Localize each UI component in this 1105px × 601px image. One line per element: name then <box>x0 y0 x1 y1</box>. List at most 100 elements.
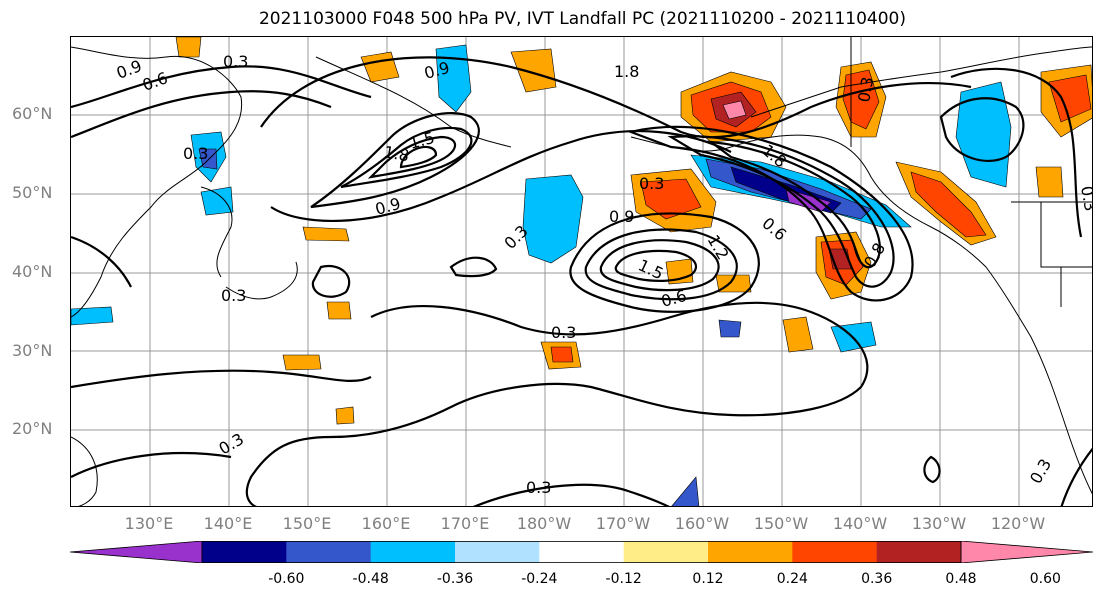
colorbar-tick-label: 0.60 <box>1029 571 1061 587</box>
pv-contour-line <box>449 256 498 278</box>
positive-anomaly-region <box>782 316 814 353</box>
pv-contour-line <box>707 140 881 269</box>
positive-anomaly-region <box>722 100 747 120</box>
pv-contour-line <box>950 67 1083 238</box>
pv-contour-line <box>627 125 914 302</box>
positive-anomaly-region <box>910 171 987 238</box>
contour-label: 0.9 <box>609 207 634 226</box>
pv-contour-line <box>614 249 698 282</box>
lon-label: 160°W <box>674 514 730 533</box>
map-canvas: 0.9 0.6 0.3 0.9 1.8 0.3 1.8 1.5 0.9 0.3 … <box>71 37 1093 506</box>
colorbar-tick-label: 0.48 <box>945 571 977 587</box>
negative-anomaly-region <box>200 186 234 216</box>
contour-label: 0.3 <box>854 75 877 103</box>
colorbar-tick-label: -0.12 <box>605 571 642 587</box>
colorbar-segment <box>455 541 540 563</box>
pv-contour-line <box>473 483 670 506</box>
contour-label: 0.9 <box>373 194 403 219</box>
positive-anomaly-region <box>282 354 322 371</box>
negative-anomaly-region <box>718 319 742 338</box>
pv-contour-line <box>71 65 372 109</box>
colorbar-border <box>201 541 962 563</box>
positive-anomaly-region <box>302 226 350 242</box>
contour-label: 0.6 <box>140 68 170 95</box>
colorbar-tick-label: -0.24 <box>521 571 558 587</box>
pv-contour-line <box>71 369 372 389</box>
negative-anomaly-region <box>522 174 584 264</box>
lon-label: 150°E <box>282 514 332 533</box>
pv-contour-line <box>399 145 438 169</box>
lon-label: 160°E <box>361 514 411 533</box>
pv-contour-line <box>667 135 895 288</box>
colorbar-segments <box>70 541 1093 563</box>
colorbar-segment <box>623 541 709 563</box>
lon-label: 140°W <box>832 514 888 533</box>
colorbar-tick-label: -0.60 <box>268 571 305 587</box>
contour-label: 1.8 <box>614 62 639 81</box>
negative-anomaly-region <box>671 476 700 506</box>
pv-contours <box>71 56 1092 506</box>
positive-anomaly-region <box>1035 166 1064 198</box>
contour-label: 0.3 <box>551 323 576 342</box>
pv-contour-line <box>584 228 738 301</box>
contour-label: 0.3 <box>223 52 248 71</box>
contour-label: 0.6 <box>758 214 790 245</box>
lon-label: 150°W <box>753 514 809 533</box>
pv-contour-line <box>71 90 332 139</box>
lon-label: 170°W <box>595 514 651 533</box>
positive-anomaly-region <box>335 406 355 425</box>
contour-label: 0.3 <box>1077 184 1093 212</box>
colorbar-segment <box>708 541 793 563</box>
negative-anomaly-region <box>435 44 472 113</box>
lon-label: 140°E <box>203 514 253 533</box>
pv-contour-line <box>270 129 732 223</box>
colorbar-tick-label: -0.36 <box>436 571 474 587</box>
positive-anomaly-region <box>510 48 557 93</box>
pv-contour-line <box>71 235 132 288</box>
positive-anomaly-region <box>550 346 574 363</box>
pv-contour-line <box>310 112 480 209</box>
colorbar-segment <box>286 541 372 563</box>
colorbar-segment <box>792 541 878 563</box>
positive-anomaly-region <box>360 51 400 83</box>
map-title: 2021103000 F048 500 hPa PV, IVT Landfall… <box>258 9 906 29</box>
lon-label: 120°W <box>990 514 1046 533</box>
lat-label: 20°N <box>12 419 53 438</box>
colorbar-extend-low <box>70 541 203 563</box>
colorbar-tick-label: -0.48 <box>352 571 389 587</box>
contour-label: 0.3 <box>221 286 246 305</box>
lat-label: 40°N <box>12 262 53 281</box>
lon-label: 130°W <box>911 514 967 533</box>
contour-label: 0.3 <box>1026 455 1055 487</box>
pv-contour-line <box>1060 447 1092 506</box>
pv-contour-line <box>71 452 232 478</box>
positive-anomaly-region <box>326 301 352 320</box>
colorbar-tick-label: 0.24 <box>776 571 808 587</box>
contour-label: 1.8 <box>382 142 410 165</box>
contour-label: 0.3 <box>183 144 208 163</box>
contour-label: 0.3 <box>639 174 664 193</box>
colorbar-tick-label: 0.12 <box>692 571 724 587</box>
colorbar-segment <box>876 541 962 563</box>
pv-contour-line <box>245 301 869 506</box>
lat-label: 60°N <box>12 104 53 123</box>
colorbar-segment <box>370 541 456 563</box>
pv-contour-line <box>367 135 457 179</box>
positive-anomaly-region <box>175 37 202 58</box>
colorbar-tick-label: 0.36 <box>861 571 893 587</box>
colorbar <box>70 541 1093 563</box>
colorbar-extend-high <box>960 541 1093 563</box>
lat-label: 30°N <box>12 341 53 360</box>
pv-contour-line <box>939 97 1025 162</box>
graticule <box>71 37 1092 506</box>
pv-contour-line <box>569 212 760 313</box>
lon-label: 130°E <box>124 514 174 533</box>
positive-anomaly-region <box>1048 74 1092 123</box>
map-panel: 0.9 0.6 0.3 0.9 1.8 0.3 1.8 1.5 0.9 0.3 … <box>70 36 1093 507</box>
contour-label: 0.3 <box>216 429 248 458</box>
pv-contour-line <box>260 56 972 139</box>
pv-contour-line <box>311 264 351 298</box>
lon-label: 180°W <box>516 514 572 533</box>
lat-label: 50°N <box>12 183 53 202</box>
colorbar-segment <box>539 541 625 563</box>
